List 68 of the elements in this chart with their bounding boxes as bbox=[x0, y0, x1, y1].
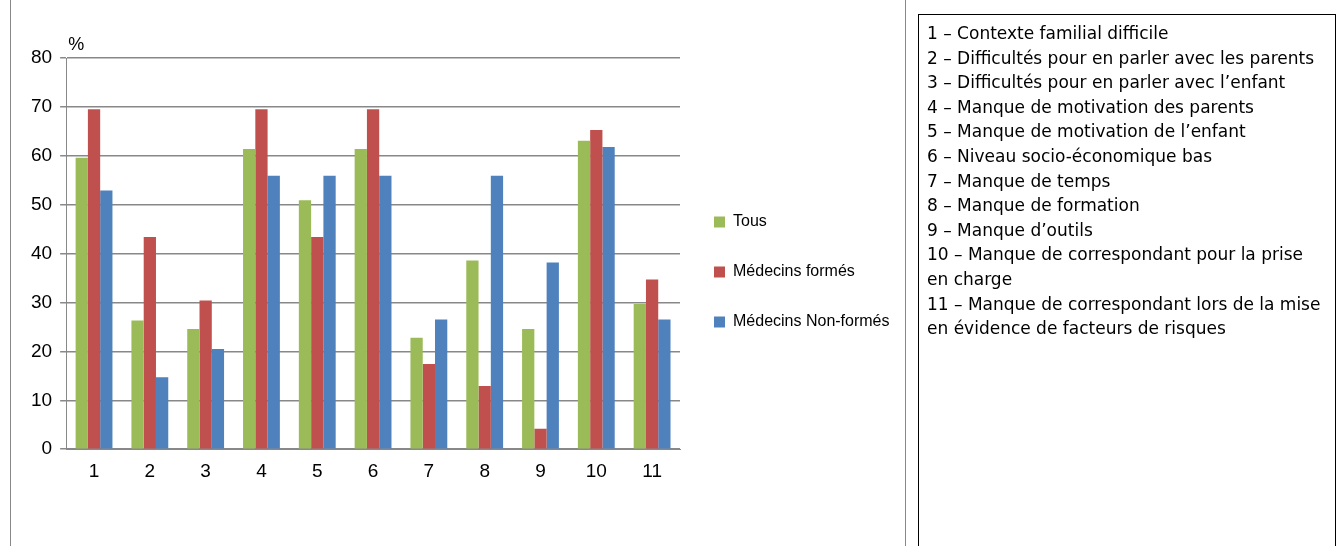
bar bbox=[211, 348, 225, 449]
bar bbox=[298, 200, 312, 449]
y-tick-label: 10 bbox=[30, 388, 53, 410]
text: 5 – Manque de motivation de l’enfant bbox=[927, 120, 1247, 144]
bar bbox=[645, 279, 659, 449]
text: 2 – Difficultés pour en parler avec les parents bbox=[927, 46, 1316, 70]
bar bbox=[143, 236, 156, 449]
bar bbox=[131, 320, 144, 449]
bar bbox=[100, 190, 113, 449]
bar bbox=[155, 377, 169, 449]
text: 3 – Difficultés pour en parler avec l’enfant bbox=[927, 71, 1287, 95]
x-tick-label: 8 bbox=[479, 459, 490, 481]
text: 11 – Manque de correspondant lors de la mise en évidence de facteurs de risques bbox=[927, 292, 1322, 341]
bar bbox=[658, 319, 671, 449]
bar bbox=[633, 303, 646, 449]
y-tick-label: 60 bbox=[30, 144, 53, 166]
text: 8 – Manque de formation bbox=[927, 194, 1141, 218]
bar bbox=[75, 157, 88, 449]
bar bbox=[546, 262, 559, 449]
x-tick-label: 9 bbox=[535, 459, 546, 481]
bar bbox=[354, 148, 367, 449]
y-tick-label: 30 bbox=[30, 290, 53, 312]
bar bbox=[602, 147, 615, 449]
text: 9 – Manque d’outils bbox=[927, 218, 1094, 242]
legend-label: Médecins Non-formés bbox=[733, 312, 890, 330]
bar bbox=[422, 364, 436, 449]
text: 4 – Manque de motivation des parents bbox=[927, 95, 1255, 119]
y-tick-label: 0 bbox=[41, 437, 53, 459]
text: 1 – Contexte familial difficile bbox=[927, 22, 1170, 45]
x-tick-label: 6 bbox=[367, 459, 379, 481]
bar bbox=[323, 175, 336, 449]
bar bbox=[435, 319, 448, 449]
bar bbox=[311, 236, 324, 449]
bar bbox=[243, 148, 256, 449]
legend-label: Tous bbox=[733, 212, 767, 230]
bar bbox=[379, 175, 392, 449]
bar bbox=[490, 175, 504, 449]
bar bbox=[87, 109, 101, 449]
y-tick-label: 80 bbox=[30, 46, 53, 68]
bar bbox=[366, 109, 380, 449]
bar bbox=[590, 129, 603, 449]
bar bbox=[466, 260, 479, 449]
y-tick-label: 40 bbox=[30, 241, 53, 263]
y-tick-label: 50 bbox=[30, 192, 53, 214]
bar bbox=[267, 175, 280, 449]
x-tick-label: 1 bbox=[88, 459, 100, 481]
y-tick-label: 70 bbox=[30, 95, 53, 117]
bar bbox=[478, 386, 491, 449]
text: 6 – Niveau socio-économique bas bbox=[927, 144, 1213, 168]
y-tick-label: 20 bbox=[30, 339, 53, 361]
bar bbox=[199, 300, 212, 449]
x-tick-label: 3 bbox=[200, 459, 211, 481]
text: 7 – Manque de temps bbox=[927, 169, 1112, 193]
x-tick-label: 2 bbox=[144, 459, 156, 481]
bar bbox=[534, 428, 547, 449]
x-tick-label: 4 bbox=[256, 459, 268, 481]
bar bbox=[577, 140, 591, 449]
y-axis-title: % bbox=[68, 33, 85, 54]
text: 10 – Manque de correspondant pour la prise en charge bbox=[927, 243, 1304, 291]
bar bbox=[255, 109, 268, 449]
bar bbox=[410, 337, 423, 449]
x-tick-label: 7 bbox=[423, 459, 435, 481]
bar bbox=[522, 328, 535, 449]
x-tick-label: 10 bbox=[585, 459, 607, 481]
bar bbox=[187, 328, 200, 449]
x-tick-label: 11 bbox=[642, 459, 662, 481]
x-tick-label: 5 bbox=[311, 459, 323, 481]
legend-label: Médecins formés bbox=[733, 262, 855, 280]
